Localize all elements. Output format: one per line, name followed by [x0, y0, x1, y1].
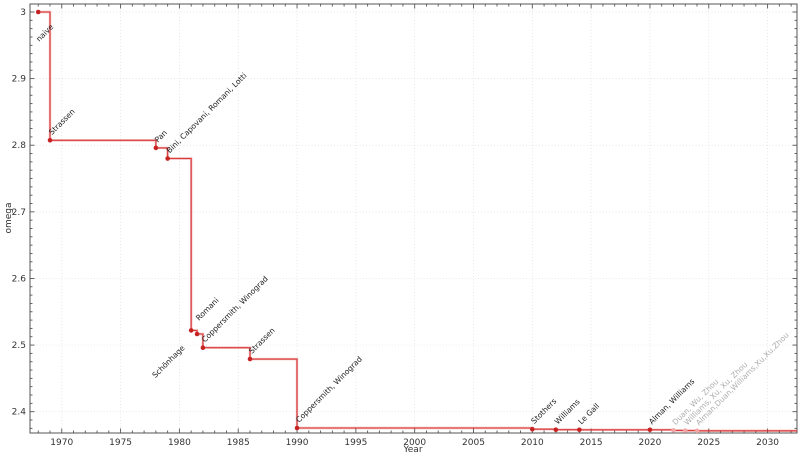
point-label: Strassen: [247, 326, 277, 356]
data-point: [577, 427, 582, 433]
data-layer: [35, 9, 797, 434]
point-label: Le Gall: [576, 401, 601, 426]
data-point: [553, 427, 559, 433]
data-point: [294, 425, 300, 431]
step-line-halo: [38, 10, 797, 432]
x-tick-label: 2000: [403, 438, 426, 448]
point-label: Williams, Xu, Xu, Zhou: [682, 360, 749, 427]
data-point: [682, 428, 688, 433]
point-label: Schönhage: [150, 343, 186, 379]
data-point: [194, 331, 200, 337]
step-line: [38, 11, 797, 432]
data-point: [200, 345, 206, 351]
axis-layer: 1970 1975 1980 1985 1990 1995 2000 2005 2010 2015…: [12, 3, 798, 448]
x-tick-label: 2020: [638, 438, 661, 448]
x-tick-label: 2015: [580, 438, 603, 448]
data-point: [647, 427, 653, 433]
y-tick-label: 2.6: [12, 274, 27, 284]
data-point: [671, 428, 676, 433]
point-label: Romani: [194, 296, 221, 323]
x-axis-label: Year: [402, 445, 422, 455]
data-point: [47, 137, 53, 143]
grid-layer: [30, 4, 797, 433]
x-tick-label: 2025: [697, 438, 720, 448]
x-tick-label: 2010: [521, 438, 544, 448]
y-tick-label: 2.5: [12, 341, 26, 351]
x-tick-label: 1980: [168, 438, 191, 448]
data-point: [188, 328, 194, 333]
x-tick-label: 2030: [756, 438, 779, 448]
y-tick-label: 2.4: [12, 408, 27, 418]
point-label: Coppersmith, Winograd: [294, 354, 364, 424]
y-tick-label: 2.7: [12, 208, 26, 218]
data-point: [165, 156, 170, 161]
point-label: Bini, Capovani, Romani, Lotti: [165, 71, 249, 155]
x-tick-label: 2005: [462, 438, 485, 448]
plot-border: [29, 3, 798, 434]
x-tick-label: 1970: [50, 438, 73, 448]
x-tick-label: 1975: [109, 438, 132, 448]
data-point: [35, 9, 41, 15]
x-tick-label: 1985: [227, 438, 250, 448]
y-tick-label: 2.8: [12, 141, 27, 151]
data-point: [530, 426, 535, 432]
y-tick-label: 2.9: [12, 75, 27, 85]
data-point: [247, 356, 253, 362]
data-point: [694, 428, 700, 434]
y-tick-label: 3: [20, 8, 26, 18]
x-tick-label: 1990: [286, 438, 309, 448]
x-tick-label: 1995: [344, 438, 367, 448]
data-point: [153, 145, 159, 151]
point-label: naive: [34, 22, 55, 43]
y-axis-label: omega: [4, 202, 14, 233]
